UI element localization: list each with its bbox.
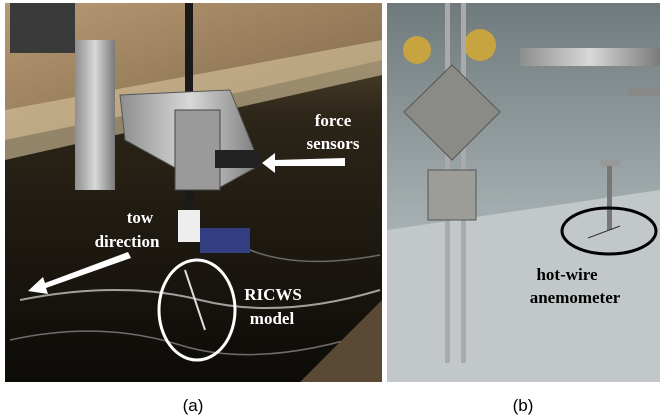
figure: force sensors tow direction RICWS model … <box>0 0 663 418</box>
annotation-text: force <box>315 111 352 130</box>
annotation-text: tow <box>127 208 154 227</box>
photo-a <box>5 3 382 382</box>
annotation-text: hot-wire <box>536 265 598 284</box>
annotation-text: sensors <box>307 134 360 153</box>
photo-b <box>387 3 660 382</box>
panel-caption: (b) <box>513 396 534 415</box>
panel-caption: (a) <box>183 396 204 415</box>
annotation-text: RICWS <box>244 285 302 304</box>
annotation-text: anemometer <box>530 288 621 307</box>
annotation-text: direction <box>95 232 160 251</box>
annotation-text: model <box>250 309 295 328</box>
